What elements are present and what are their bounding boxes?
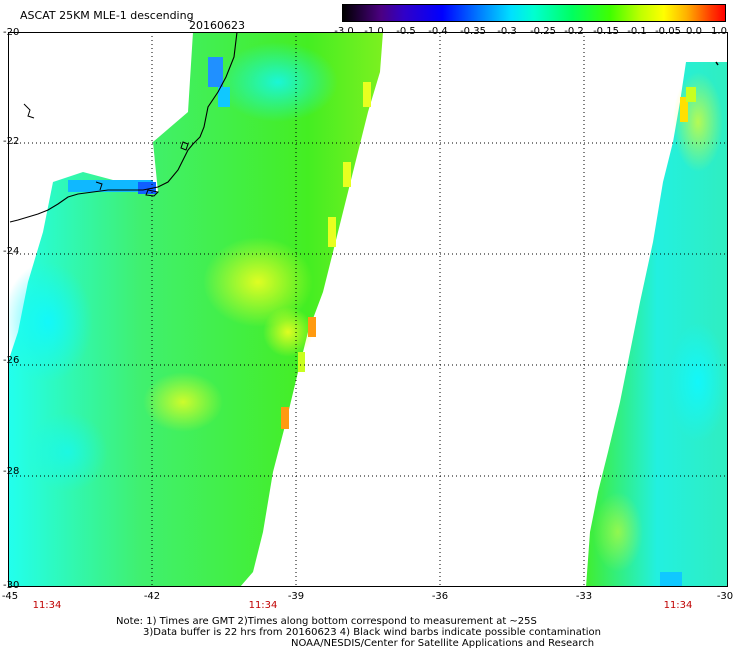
note-line-2: 3)Data buffer is 22 hrs from 20160623 4)… <box>143 627 601 638</box>
right-swath <box>586 62 728 587</box>
time-label: 11:34 <box>248 600 278 611</box>
lon-label: -45 <box>1 591 19 602</box>
note-line-1: Note: 1) Times are GMT 2)Times along bot… <box>116 616 537 627</box>
map-title: ASCAT 25KM MLE-1 descending <box>20 9 194 22</box>
grid <box>8 32 728 587</box>
colorbar-label: -3.0 <box>334 26 354 37</box>
colorbar-label: -0.2 <box>564 26 584 37</box>
colorbar-label: -0.35 <box>460 26 486 37</box>
colorbar-label: -0.25 <box>530 26 556 37</box>
colorbar-label: -0.15 <box>593 26 619 37</box>
note-line-3: NOAA/NESDIS/Center for Satellite Applica… <box>291 638 595 649</box>
colorbar-label: 0.0 <box>686 26 702 37</box>
colorbar-label: -0.1 <box>627 26 647 37</box>
lon-label: -30 <box>716 591 734 602</box>
lat-label: -26 <box>3 355 20 366</box>
map-frame <box>8 32 728 587</box>
colorbar-label: -1.0 <box>364 26 384 37</box>
lat-label: -30 <box>3 580 20 591</box>
lon-label: -36 <box>431 591 449 602</box>
swath-map <box>8 32 728 587</box>
colorbar-label: 1.0 <box>711 26 727 37</box>
colorbar-label: -0.05 <box>655 26 681 37</box>
colorbar-label: -0.4 <box>428 26 448 37</box>
lat-label: -24 <box>3 246 20 257</box>
lon-label: -42 <box>143 591 161 602</box>
colorbar <box>342 4 726 22</box>
lat-label: -22 <box>3 136 20 147</box>
coastline <box>9 32 238 223</box>
lat-label: -20 <box>3 27 20 38</box>
map-date: 20160623 <box>189 19 245 32</box>
lon-label: -33 <box>575 591 593 602</box>
colorbar-label: -0.5 <box>396 26 416 37</box>
time-label: 11:34 <box>663 600 693 611</box>
colorbar-label: -0.3 <box>497 26 517 37</box>
time-label: 11:34 <box>32 600 62 611</box>
lat-label: -28 <box>3 466 20 477</box>
lon-label: -39 <box>287 591 305 602</box>
